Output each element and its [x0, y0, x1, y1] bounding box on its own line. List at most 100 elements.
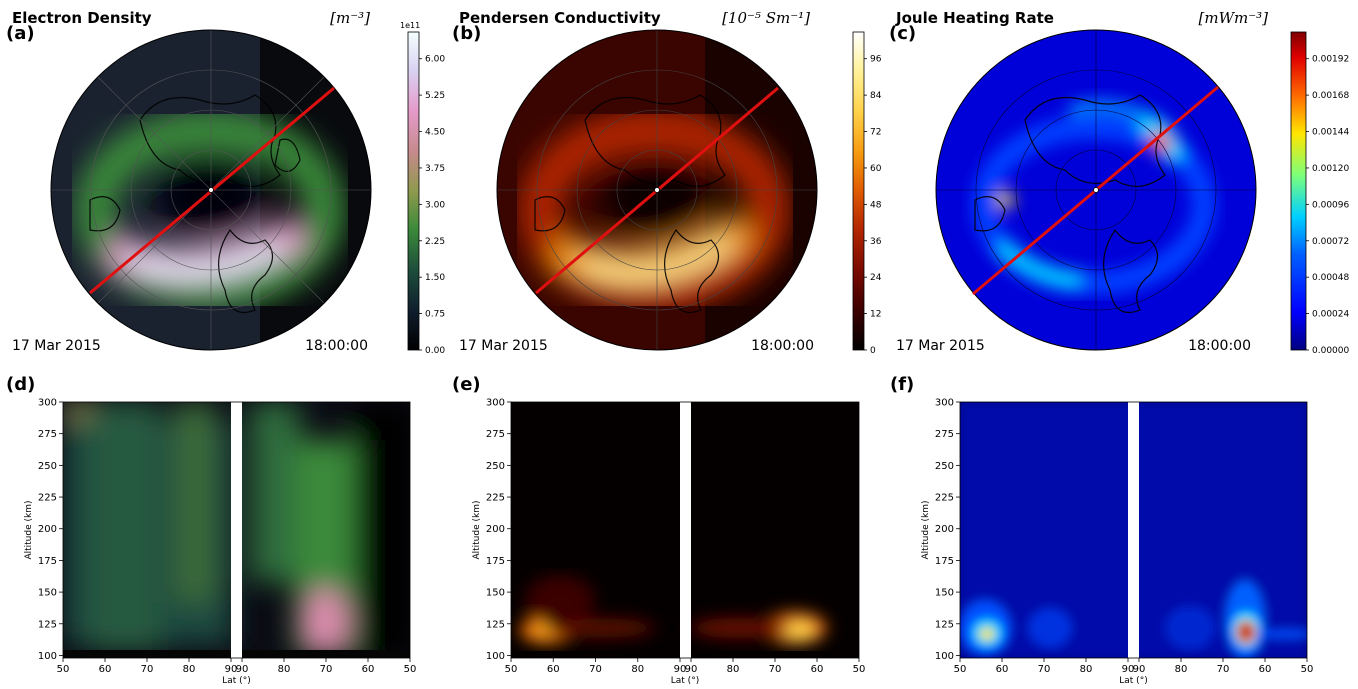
y-tick-label: 125: [38, 619, 57, 630]
cbar-tick-label: 96: [870, 55, 882, 65]
polar-map-a: [50, 29, 372, 351]
x-tick-label: 50: [853, 664, 866, 675]
y-tick-label: 275: [486, 429, 505, 440]
cbar-tick-label: 36: [870, 237, 882, 247]
colorbar-b: 0 12 24 36 48 60 72 84 96: [852, 31, 882, 356]
y-tick-label: 250: [486, 461, 505, 472]
heatmap-f: [959, 401, 1308, 659]
x-axis-label: Lat (°): [222, 676, 250, 686]
y-tick-label: 100: [935, 651, 954, 662]
y-tick-label: 300: [935, 398, 954, 409]
x-tick-label: 70: [141, 664, 154, 675]
cbar-tick-label: 0.00000: [1312, 346, 1349, 356]
x-tick-label: 90: [1133, 664, 1146, 675]
y-tick-label: 175: [38, 556, 57, 567]
x-axis-label: Lat (°): [1119, 676, 1147, 686]
letter-e: (e): [452, 374, 481, 395]
cbar-tick-label: 84: [870, 91, 882, 101]
x-tick-label: 70: [320, 664, 333, 675]
x-tick-label: 60: [1259, 664, 1272, 675]
x-tick-label: 80: [631, 664, 644, 675]
y-tick-label: 225: [486, 493, 505, 504]
cbar-tick-label: 5.25: [425, 91, 445, 101]
heatmap-d: [62, 401, 411, 659]
polar-map-c: [935, 29, 1257, 351]
letter-d: (d): [6, 374, 35, 395]
cbar-tick-label: 0.00024: [1312, 310, 1349, 320]
y-tick-label: 250: [38, 461, 57, 472]
y-tick-label: 300: [38, 398, 57, 409]
x-tick-label: 80: [183, 664, 196, 675]
title-b: Pendersen Conductivity: [459, 9, 661, 27]
x-tick-label: 50: [1301, 664, 1314, 675]
x-tick-label: 90: [1122, 664, 1135, 675]
x-tick-label: 60: [547, 664, 560, 675]
title-c: Joule Heating Rate: [895, 9, 1054, 27]
y-tick-label: 100: [38, 651, 57, 662]
cbar-tick-label: 0.00: [425, 346, 445, 356]
y-axis-label: Altitude (km): [921, 500, 931, 559]
cbar-tick-label: 0.00072: [1312, 237, 1349, 247]
x-tick-label: 90: [236, 664, 249, 675]
cbar-exp-a: 1e11: [400, 21, 420, 30]
unit-b: [10⁻⁵ Sm⁻¹]: [722, 9, 810, 27]
time-a: 18:00:00: [305, 338, 368, 354]
cbar-tick-label: 4.50: [425, 128, 445, 138]
letter-c: (c): [889, 23, 916, 44]
cbar-tick-label: 1.50: [425, 273, 445, 283]
cbar-tick-label: 0.00096: [1312, 200, 1349, 210]
x-tick-label: 70: [589, 664, 602, 675]
unit-c: [mWm⁻³]: [1199, 9, 1269, 27]
cbar-tick-label: 48: [870, 200, 882, 210]
x-tick-label: 80: [1080, 664, 1093, 675]
x-tick-label: 60: [99, 664, 112, 675]
date-b: 17 Mar 2015: [459, 338, 548, 354]
y-tick-label: 200: [38, 524, 57, 535]
cbar-tick-label: 0.00192: [1312, 55, 1349, 65]
y-tick-label: 175: [935, 556, 954, 567]
cbar-tick-label: 0: [870, 346, 876, 356]
y-tick-label: 275: [935, 429, 954, 440]
x-tick-label: 70: [769, 664, 782, 675]
y-tick-label: 200: [935, 524, 954, 535]
y-tick-label: 150: [38, 588, 57, 599]
cbar-tick-label: 3.00: [425, 200, 445, 210]
x-tick-label: 80: [727, 664, 740, 675]
letter-b: (b): [452, 23, 481, 44]
x-tick-label: 80: [1175, 664, 1188, 675]
polar-map-b: [496, 29, 818, 351]
x-tick-label: 90: [674, 664, 687, 675]
letter-a: (a): [6, 23, 35, 44]
cbar-tick-label: 24: [870, 273, 882, 283]
cbar-tick-label: 6.00: [425, 55, 445, 65]
y-tick-label: 125: [486, 619, 505, 630]
cbar-tick-label: 72: [870, 128, 881, 138]
x-tick-label: 60: [996, 664, 1009, 675]
x-tick-label: 60: [362, 664, 375, 675]
cbar-tick-label: 0.00144: [1312, 128, 1349, 138]
colorbar-c: 0.00000 0.00024 0.00048 0.00072 0.00096 0.001…: [1290, 31, 1349, 356]
letter-f: (f): [890, 374, 914, 395]
date-c: 17 Mar 2015: [896, 338, 985, 354]
cbar-tick-label: 2.25: [425, 237, 445, 247]
cbar-tick-label: 3.75: [425, 164, 445, 174]
x-tick-label: 50: [404, 664, 417, 675]
y-axis-label: Altitude (km): [472, 500, 482, 559]
time-b: 18:00:00: [751, 338, 814, 354]
y-tick-label: 200: [486, 524, 505, 535]
y-tick-label: 150: [486, 588, 505, 599]
y-tick-label: 275: [38, 429, 57, 440]
y-tick-label: 100: [486, 651, 505, 662]
y-tick-label: 250: [935, 461, 954, 472]
date-a: 17 Mar 2015: [12, 338, 101, 354]
x-tick-label: 80: [278, 664, 291, 675]
x-tick-label: 70: [1217, 664, 1230, 675]
colorbar-a: 1e11 0.00 0.75 1.50 2.25 3.00 3.75 4.50 5.25 6.0…: [400, 21, 445, 356]
cbar-tick-label: 0.75: [425, 310, 445, 320]
pole-marker-c: [1093, 187, 1099, 193]
x-axis-label: Lat (°): [671, 676, 699, 686]
y-tick-label: 225: [935, 493, 954, 504]
x-tick-label: 90: [685, 664, 698, 675]
x-tick-label: 60: [811, 664, 824, 675]
x-tick-label: 50: [505, 664, 518, 675]
